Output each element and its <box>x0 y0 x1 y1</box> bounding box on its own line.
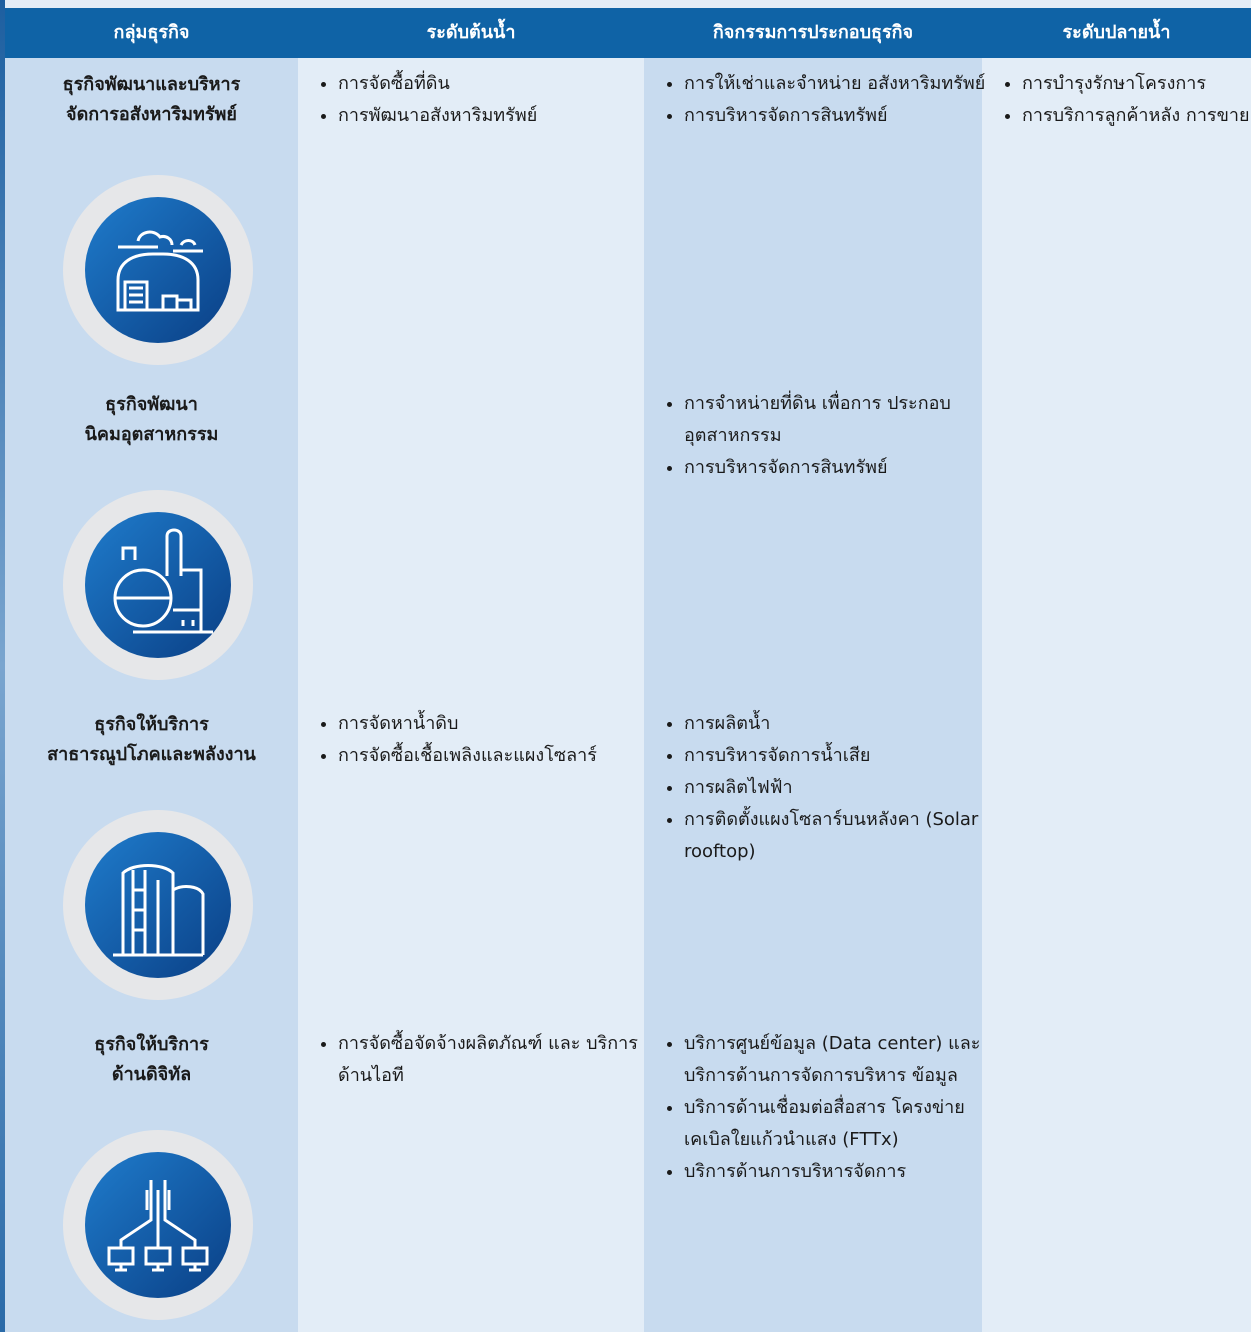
bullet-list: การให้เช่าและจำหน่าย อสังหาริมทรัพย์การบ… <box>658 68 994 132</box>
bullet-list: การจำหน่ายที่ดิน เพื่อการ ประกอบอุตสาหกร… <box>658 388 994 484</box>
group-title-line: นิคมอุตสาหกรรม <box>84 424 219 445</box>
header-bar <box>5 8 1251 58</box>
bullet-item: การจัดหาน้ำดิบ <box>338 708 658 740</box>
bullet-item: การบริหารจัดการสินทรัพย์ <box>684 100 994 132</box>
group-title-line: สาธารณูปโภคและพลังงาน <box>47 744 256 765</box>
bullet-list: การบำรุงรักษาโครงการการบริการลูกค้าหลัง … <box>996 68 1251 132</box>
column-bg <box>644 58 982 1332</box>
column-bg <box>982 58 1251 1332</box>
bullet-item: บริการศูนย์ข้อมูล (Data center) และบริกา… <box>684 1028 994 1092</box>
bullet-item: การบำรุงรักษาโครงการ <box>1022 68 1251 100</box>
header-cell: ระดับต้นน้ำ <box>426 22 516 43</box>
bullet-list: การจัดซื้อที่ดินการพัฒนาอสังหาริมทรัพย์ <box>312 68 658 132</box>
bullet-item: การผลิตไฟฟ้า <box>684 772 994 804</box>
bullet-item: การจัดซื้อจัดจ้างผลิตภัณฑ์ และ บริการด้า… <box>338 1028 658 1092</box>
column-bg <box>298 58 644 1332</box>
bullet-item: การติดตั้งแผงโซลาร์บนหลังคา (Solar rooft… <box>684 804 994 868</box>
group-title-line: ธุรกิจให้บริการ <box>94 1034 209 1055</box>
icon-utilities <box>63 810 253 1000</box>
group-title-line: ด้านดิจิทัล <box>111 1064 192 1085</box>
header-cell: ระดับปลายน้ำ <box>1062 22 1171 43</box>
icon-industrial <box>63 490 253 680</box>
icon-real-estate <box>63 175 253 365</box>
bullet-list: บริการศูนย์ข้อมูล (Data center) และบริกา… <box>658 1028 994 1188</box>
group-title-line: จัดการอสังหาริมทรัพย์ <box>66 104 237 125</box>
bullet-item: การผลิตน้ำ <box>684 708 994 740</box>
group-title: ธุรกิจให้บริการด้านดิจิทัล <box>5 1030 298 1090</box>
bullet-item: การจัดซื้อที่ดิน <box>338 68 658 100</box>
group-title: ธุรกิจพัฒนาและบริหารจัดการอสังหาริมทรัพย… <box>5 70 298 130</box>
bullet-list: การจัดหาน้ำดิบการจัดซื้อเชื้อเพลิงและแผง… <box>312 708 658 772</box>
header-cell: กลุ่มธุรกิจ <box>113 22 190 43</box>
bullet-item: การให้เช่าและจำหน่าย อสังหาริมทรัพย์ <box>684 68 994 100</box>
bullet-item: การจัดซื้อเชื้อเพลิงและแผงโซลาร์ <box>338 740 658 772</box>
group-title-line: ธุรกิจให้บริการ <box>94 714 209 735</box>
bullet-item: บริการด้านเชื่อมต่อสื่อสาร โครงข่าย เคเบ… <box>684 1092 994 1156</box>
bullet-item: การบริหารจัดการน้ำเสีย <box>684 740 994 772</box>
bullet-item: บริการด้านการบริหารจัดการ <box>684 1156 994 1188</box>
group-title: ธุรกิจให้บริการสาธารณูปโภคและพลังงาน <box>5 710 298 770</box>
background-strip <box>0 0 5 1332</box>
bullet-list: การผลิตน้ำการบริหารจัดการน้ำเสียการผลิตไ… <box>658 708 994 868</box>
group-title: ธุรกิจพัฒนานิคมอุตสาหกรรม <box>5 390 298 450</box>
group-title-line: ธุรกิจพัฒนา <box>105 394 198 415</box>
bullet-item: การพัฒนาอสังหาริมทรัพย์ <box>338 100 658 132</box>
bullet-list: การจัดซื้อจัดจ้างผลิตภัณฑ์ และ บริการด้า… <box>312 1028 658 1092</box>
bullet-item: การบริการลูกค้าหลัง การขาย <box>1022 100 1251 132</box>
bullet-item: การจำหน่ายที่ดิน เพื่อการ ประกอบอุตสาหกร… <box>684 388 994 452</box>
bullet-item: การบริหารจัดการสินทรัพย์ <box>684 452 994 484</box>
header-cell: กิจกรรมการประกอบธุรกิจ <box>712 22 914 43</box>
group-title-line: ธุรกิจพัฒนาและบริหาร <box>62 74 241 95</box>
icon-digital <box>63 1130 253 1320</box>
